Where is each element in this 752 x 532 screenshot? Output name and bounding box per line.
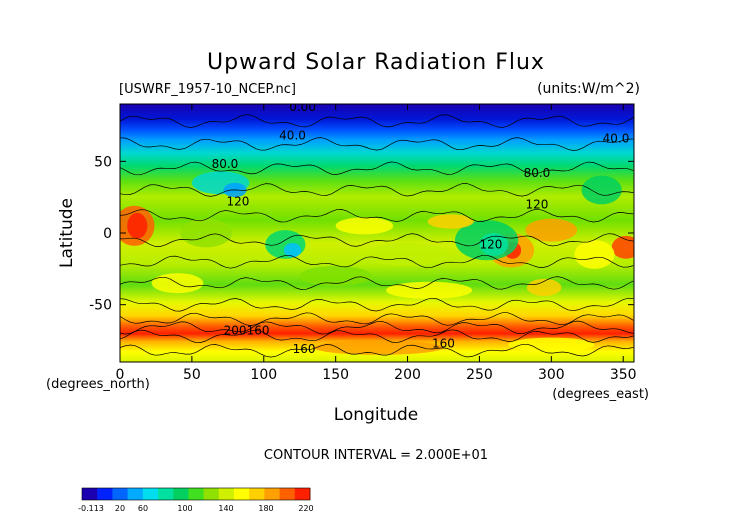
field-patch: [385, 281, 473, 299]
colorbar-label: 140: [218, 504, 233, 513]
colorbar-swatch: [294, 488, 311, 500]
field-patch: [364, 243, 451, 266]
x-tick-label: 150: [322, 367, 349, 383]
colorbar-swatch: [173, 488, 189, 500]
colorbar-swatch: [188, 488, 204, 500]
colorbar-swatch: [249, 488, 265, 500]
field-patch: [525, 218, 578, 242]
x-unit-label: (degrees_east): [552, 387, 649, 402]
field-patches: [120, 171, 634, 355]
y-unit-label: (degrees_north): [46, 377, 150, 392]
x-axis: 0 50 100 150 200 250 300 350: [116, 104, 637, 383]
y-axis-label: Latitude: [57, 198, 77, 268]
field-patch: [427, 214, 474, 229]
field-patch: [508, 337, 595, 352]
contour-label: 40.0: [279, 129, 306, 143]
contour-line: [120, 161, 634, 176]
colorbar-labels: -0.113 20 60 100 140 180 220: [78, 504, 314, 513]
colorbar-frame: [81, 487, 311, 501]
colorbar-swatch: [264, 488, 280, 500]
colorbar-label: 60: [138, 504, 148, 513]
field-patch: [611, 235, 634, 259]
field-patch: [265, 230, 306, 259]
contour-line: [120, 254, 634, 269]
contour-label: 120: [479, 237, 502, 251]
y-axis: 50 0 -50: [89, 154, 634, 314]
y-tick-label: -50: [89, 298, 112, 314]
contour-line: [120, 114, 634, 128]
colorbar-swatch: [82, 488, 98, 500]
colorbar-swatch: [127, 488, 144, 500]
field-patch: [314, 340, 444, 355]
colorbar-swatch: [112, 488, 128, 500]
field-patch: [574, 240, 615, 269]
contour-label: 120: [226, 194, 249, 208]
field-patch: [526, 278, 562, 297]
x-tick-label: 100: [250, 367, 277, 383]
contour-label: 0.00: [289, 100, 316, 114]
contour-label: 160: [293, 342, 316, 356]
contour-line: [120, 208, 634, 223]
colorbar-label: 220: [298, 504, 313, 513]
contour-line: [120, 183, 634, 197]
colorbar-swatch: [218, 488, 235, 500]
x-tick-label: 50: [183, 367, 201, 383]
field-patch: [127, 212, 148, 239]
colorbar-label: 180: [258, 504, 273, 513]
contour-line: [120, 329, 634, 344]
colorbar-label: 20: [115, 504, 125, 513]
colorbar-swatch: [234, 488, 250, 500]
colorbar-swatch: [142, 488, 159, 500]
colorbar-swatch: [279, 488, 296, 500]
field-patch: [581, 175, 622, 205]
x-axis-label: Longitude: [334, 405, 419, 425]
x-tick-label: 0: [116, 367, 125, 383]
contour-label: 120: [525, 197, 548, 211]
contour-line: [120, 343, 634, 358]
contour-label: 40.0: [603, 131, 630, 145]
contour-label: 160: [432, 336, 455, 350]
x-tick-label: 300: [538, 367, 565, 383]
contour-label: 80.0: [212, 157, 239, 171]
field-patch: [299, 265, 372, 287]
contour-line: [120, 233, 634, 247]
field-patch: [180, 218, 233, 248]
file-label: [USWRF_1957-10_NCEP.nc]: [119, 82, 296, 97]
contour-lines: [120, 114, 634, 358]
contour-line: [120, 137, 634, 151]
field-patch: [283, 243, 302, 258]
x-tick-label: 200: [394, 367, 421, 383]
colorbar-swatch: [158, 488, 174, 500]
contour-line: [120, 312, 634, 326]
units-label: (units:W/m^2): [537, 81, 640, 97]
colorbar: [81, 487, 311, 501]
contour-line: [120, 320, 634, 335]
field-patch: [335, 217, 394, 235]
contour-line: [120, 276, 634, 290]
colorbar-swatch: [203, 488, 220, 500]
contour-label: 200: [224, 323, 247, 337]
colorbar-swatch: [97, 488, 113, 500]
x-tick-label: 350: [610, 367, 637, 383]
y-tick-label: 0: [103, 226, 112, 242]
contour-interval-note: CONTOUR INTERVAL = 2.000E+01: [264, 448, 488, 463]
x-tick-label: 250: [466, 367, 493, 383]
contour-label: 160: [247, 323, 270, 337]
contour-line: [120, 297, 634, 312]
contour-label: 80.0: [524, 166, 551, 180]
chart-title: Upward Solar Radiation Flux: [207, 50, 545, 75]
colorbar-label: -0.113: [78, 504, 104, 513]
y-tick-label: 50: [94, 154, 112, 170]
colorbar-label: 100: [177, 504, 192, 513]
